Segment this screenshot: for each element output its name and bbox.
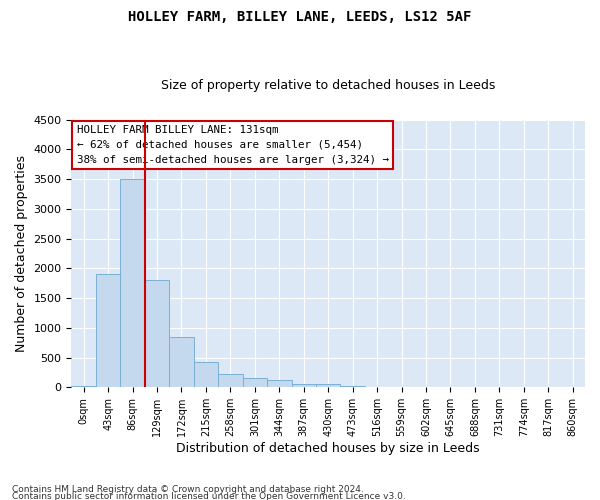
Y-axis label: Number of detached properties: Number of detached properties (15, 155, 28, 352)
Text: Contains HM Land Registry data © Crown copyright and database right 2024.: Contains HM Land Registry data © Crown c… (12, 486, 364, 494)
Bar (194, 362, 218, 388)
Title: Size of property relative to detached houses in Leeds: Size of property relative to detached ho… (161, 79, 496, 92)
Bar (145, 280, 169, 388)
Text: Contains public sector information licensed under the Open Government Licence v3: Contains public sector information licen… (12, 492, 406, 500)
Bar (169, 337, 194, 388)
Bar (340, 386, 365, 388)
Text: HOLLEY FARM BILLEY LANE: 131sqm
← 62% of detached houses are smaller (5,454)
38%: HOLLEY FARM BILLEY LANE: 131sqm ← 62% of… (77, 125, 389, 164)
Bar (267, 380, 292, 388)
Bar (292, 384, 316, 388)
Bar (218, 374, 242, 388)
Bar (71, 386, 96, 388)
Bar (96, 274, 121, 388)
Bar (121, 179, 145, 388)
Text: HOLLEY FARM, BILLEY LANE, LEEDS, LS12 5AF: HOLLEY FARM, BILLEY LANE, LEEDS, LS12 5A… (128, 10, 472, 24)
Bar (316, 384, 340, 388)
X-axis label: Distribution of detached houses by size in Leeds: Distribution of detached houses by size … (176, 442, 480, 455)
Bar (242, 378, 267, 388)
